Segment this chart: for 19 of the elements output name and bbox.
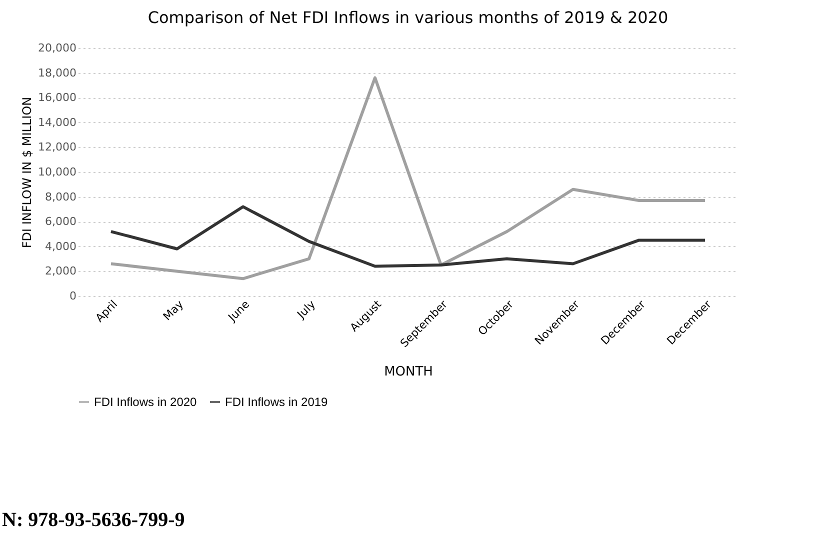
- y-tick-label: 20,000: [38, 42, 76, 54]
- y-tick-label: 8,000: [45, 190, 76, 204]
- y-tick-label: 12,000: [38, 140, 76, 154]
- y-tick-label: 18,000: [38, 66, 76, 80]
- text: N: 978-93-5636-799-9: [2, 509, 185, 532]
- y-tick-label: 0: [70, 290, 76, 302]
- line-series: [110, 205, 706, 268]
- y-tick-label: 2,000: [45, 264, 76, 278]
- legend-label: FDI Inflows in 2019: [225, 395, 328, 409]
- y-tick-label: 6,000: [45, 215, 76, 228]
- chart-title: Comparison of Net FDI Inflows in various months of 2019 & 2020: [148, 8, 668, 27]
- legend-label: FDI Inflows in 2020: [94, 395, 198, 409]
- y-tick-label: 10,000: [38, 166, 76, 178]
- y-tick-label: 14,000: [38, 116, 76, 129]
- x-axis-title: MONTH: [384, 364, 433, 380]
- y-tick-label: 4,000: [45, 240, 76, 253]
- y-tick-label: 16,000: [38, 91, 76, 104]
- line-series: [110, 76, 706, 280]
- y-axis-title: FDI INFLOW IN $ MILLION: [20, 96, 34, 248]
